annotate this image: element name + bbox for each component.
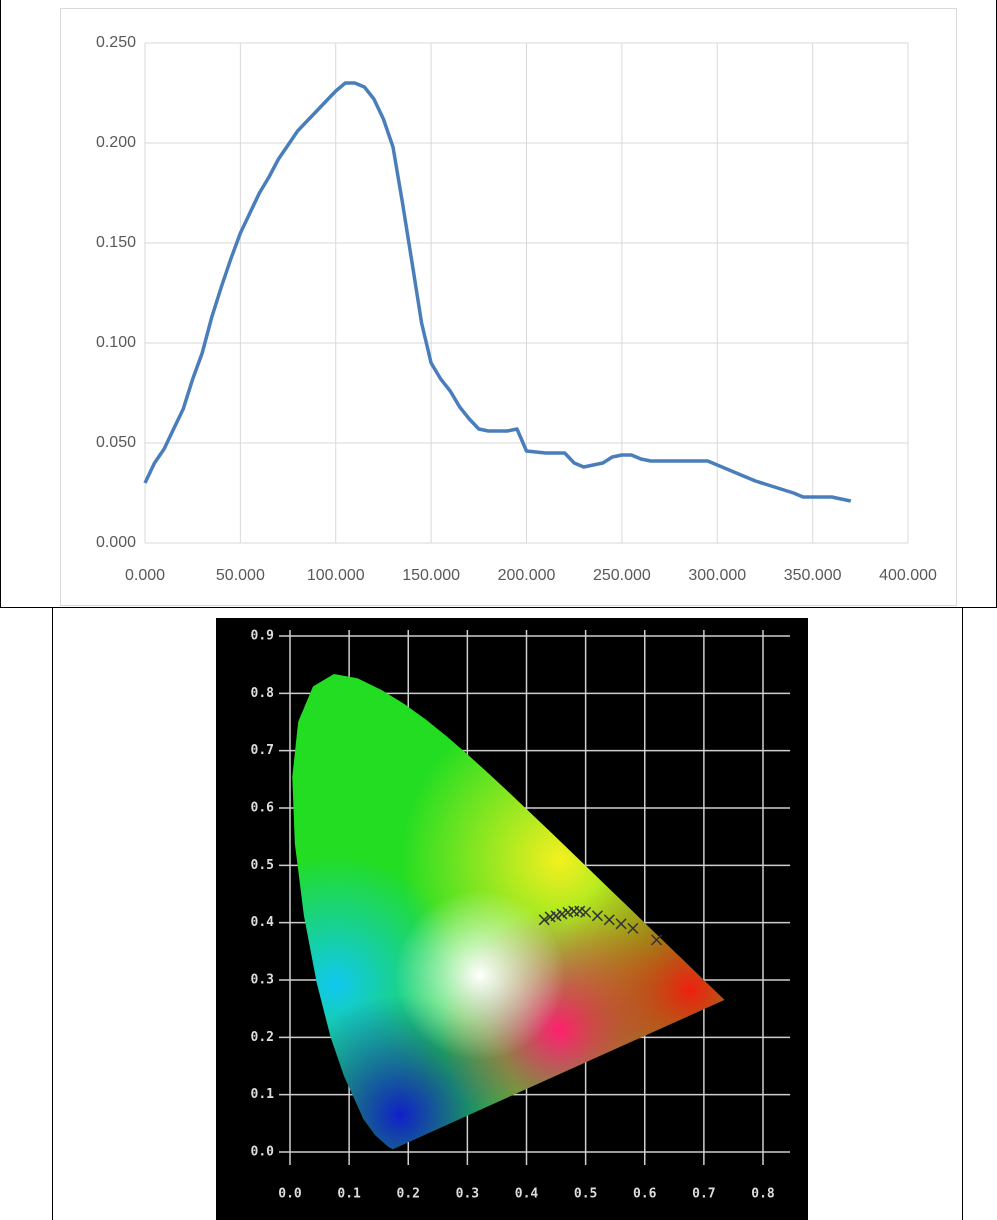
x-tick-label: 0.7 — [692, 1187, 715, 1202]
y-tick-label: 0.1 — [251, 1087, 275, 1102]
y-tick-label: 0.050 — [96, 434, 136, 451]
marker — [651, 934, 663, 946]
x-tick-label: 0.2 — [397, 1187, 420, 1202]
y-tick-label: 0.6 — [251, 801, 275, 816]
y-tick-label: 0.9 — [251, 629, 274, 644]
y-tick-label: 0.0 — [251, 1145, 275, 1160]
marker — [615, 918, 627, 930]
y-tick-label: 0.2 — [251, 1030, 274, 1045]
y-tick-label: 0.8 — [251, 686, 275, 701]
marker — [580, 906, 592, 918]
x-tick-label: 0.000 — [125, 567, 165, 584]
marker — [591, 910, 603, 922]
line-chart: 0.000 0.050 0.100 0.150 0.200 0.250 0.000 50.00… — [96, 34, 937, 584]
x-tick-label: 100.000 — [307, 567, 365, 584]
x-tick-label: 0.4 — [515, 1187, 539, 1202]
x-tick-label: 0.1 — [337, 1187, 361, 1202]
x-tick-label: 200.000 — [498, 567, 556, 584]
chromaticity-chart: 0.0 0.1 0.2 0.3 0.4 0.5 0.6 0.7 0.8 0.9 0.0 0.1 0.2 0… — [251, 629, 790, 1202]
x-tick-label: 150.000 — [402, 567, 460, 584]
x-tick-label: 0.0 — [278, 1187, 302, 1202]
x-tick-label: 0.5 — [574, 1187, 597, 1202]
y-tick-label: 0.000 — [96, 534, 136, 551]
y-tick-label: 0.150 — [96, 234, 136, 251]
marker — [627, 922, 639, 934]
y-tick-label: 0.4 — [251, 915, 275, 930]
gamut-shade — [292, 674, 725, 1150]
y-tick-label: 0.7 — [251, 743, 274, 758]
y-tick-label: 0.100 — [96, 334, 136, 351]
chart-frame — [60, 8, 957, 606]
x-tick-label: 50.000 — [216, 567, 265, 584]
x-tick-label: 250.000 — [593, 567, 651, 584]
data-line — [143, 81, 852, 503]
x-tick-label: 350.000 — [784, 567, 842, 584]
y-tick-label: 0.200 — [96, 134, 136, 151]
x-tick-label: 400.000 — [879, 567, 937, 584]
x-tick-label: 300.000 — [688, 567, 746, 584]
y-tick-label: 0.3 — [251, 973, 274, 988]
y-tick-label: 0.250 — [96, 34, 136, 51]
x-tick-label: 0.6 — [633, 1187, 657, 1202]
marker — [603, 914, 615, 926]
x-tick-label: 0.3 — [456, 1187, 479, 1202]
y-tick-label: 0.5 — [251, 858, 274, 873]
x-tick-label: 0.8 — [751, 1187, 775, 1202]
marker — [538, 914, 550, 926]
